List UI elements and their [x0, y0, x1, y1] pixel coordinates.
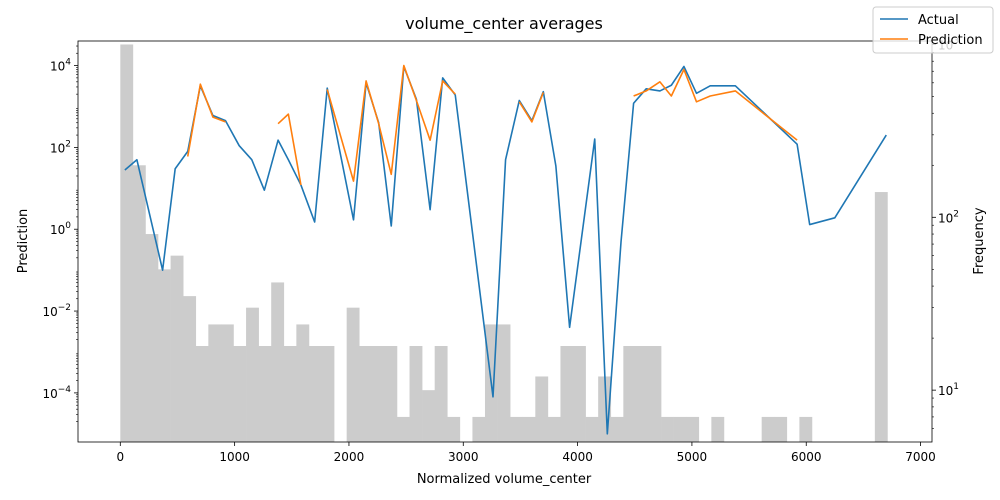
- histogram-bar: [673, 416, 687, 442]
- histogram-bar: [145, 234, 159, 442]
- legend: Actual Prediction: [872, 6, 994, 54]
- x-tick-label: 6000: [791, 450, 822, 464]
- actual-line-path: [124, 65, 887, 435]
- histogram-bar: [472, 416, 486, 442]
- histogram-bar: [799, 416, 813, 442]
- histogram-bar: [170, 255, 184, 442]
- prediction-line-segment: [186, 83, 226, 157]
- histogram-bar: [359, 346, 373, 442]
- histogram-bar: [208, 324, 222, 442]
- histogram-bar: [434, 346, 448, 442]
- y2-axis-label: Frequency: [972, 207, 987, 274]
- histogram-bar: [560, 346, 574, 442]
- prediction-series-line: [186, 64, 798, 186]
- y2-tick-label: 101: [938, 382, 959, 398]
- histogram-bar: [409, 346, 423, 442]
- prediction-line-segment: [277, 113, 302, 186]
- y-axis-right: 103102101: [932, 36, 959, 429]
- histogram-bar: [874, 192, 888, 442]
- histogram-bar: [233, 346, 247, 442]
- histogram-bar: [371, 346, 385, 442]
- histogram-bar: [686, 416, 700, 442]
- histogram-bar: [447, 416, 461, 442]
- prediction-line-segment: [326, 64, 456, 182]
- histogram-bar: [195, 346, 209, 442]
- chart-title: volume_center averages: [405, 14, 603, 34]
- y-axis-left: 104 102 100 10−2 10−4: [42, 45, 78, 422]
- x-tick-label: 5000: [677, 450, 708, 464]
- x-tick-label: 4000: [562, 450, 593, 464]
- histogram-bar: [422, 390, 435, 442]
- histogram-bar: [384, 346, 398, 442]
- actual-series-line: [124, 65, 887, 435]
- histogram-bar: [535, 376, 549, 442]
- histogram-bar: [510, 416, 524, 442]
- y2-tick-label: 102: [938, 209, 959, 225]
- legend-label-prediction: Prediction: [918, 33, 983, 48]
- histogram-bar: [296, 324, 310, 442]
- y-tick-label: 10−4: [42, 385, 71, 401]
- histogram-bar: [623, 346, 637, 442]
- histogram-bar: [547, 416, 561, 442]
- histogram-bar: [120, 44, 134, 443]
- y-tick-label: 100: [50, 221, 71, 237]
- histogram-bar: [635, 346, 649, 442]
- histogram-bar: [271, 282, 285, 442]
- histogram-bar: [661, 416, 674, 442]
- histogram-bars: [120, 44, 888, 443]
- histogram-bar: [610, 416, 624, 442]
- legend-label-actual: Actual: [918, 13, 959, 28]
- y-axis-label: Prediction: [16, 209, 31, 274]
- histogram-bar: [158, 269, 171, 442]
- histogram-bar: [761, 416, 775, 442]
- x-tick-label: 1000: [219, 450, 250, 464]
- x-tick-label: 0: [116, 450, 124, 464]
- histogram-bar: [220, 324, 234, 442]
- histogram-bar: [132, 165, 146, 442]
- x-tick-label: 2000: [334, 450, 365, 464]
- histogram-bar: [308, 346, 322, 442]
- y-tick-label: 104: [50, 58, 71, 74]
- histogram-bar: [648, 346, 662, 442]
- x-axis-label: Normalized volume_center: [417, 472, 592, 487]
- histogram-bar: [258, 346, 272, 442]
- histogram-bar: [321, 346, 335, 442]
- histogram-bar: [497, 324, 511, 442]
- y-tick-label: 10−2: [42, 303, 71, 319]
- x-tick-label: 3000: [448, 450, 479, 464]
- histogram-bar: [573, 346, 586, 442]
- x-tick-label: 7000: [905, 450, 936, 464]
- y-tick-label: 102: [50, 139, 71, 155]
- histogram-bar: [711, 416, 725, 442]
- x-axis: 0 1000 2000 3000 4000 5000 6000 7000: [116, 442, 936, 464]
- histogram-bar: [183, 296, 197, 442]
- histogram-bar: [283, 346, 297, 442]
- histogram-bar: [346, 307, 360, 442]
- prediction-line-segment: [633, 68, 798, 141]
- histogram-bar: [585, 416, 599, 442]
- histogram-bar: [396, 416, 410, 442]
- prediction-line-segment: [518, 92, 545, 123]
- histogram-bar: [774, 416, 788, 442]
- histogram-bar: [522, 416, 536, 442]
- histogram-bar: [246, 307, 259, 442]
